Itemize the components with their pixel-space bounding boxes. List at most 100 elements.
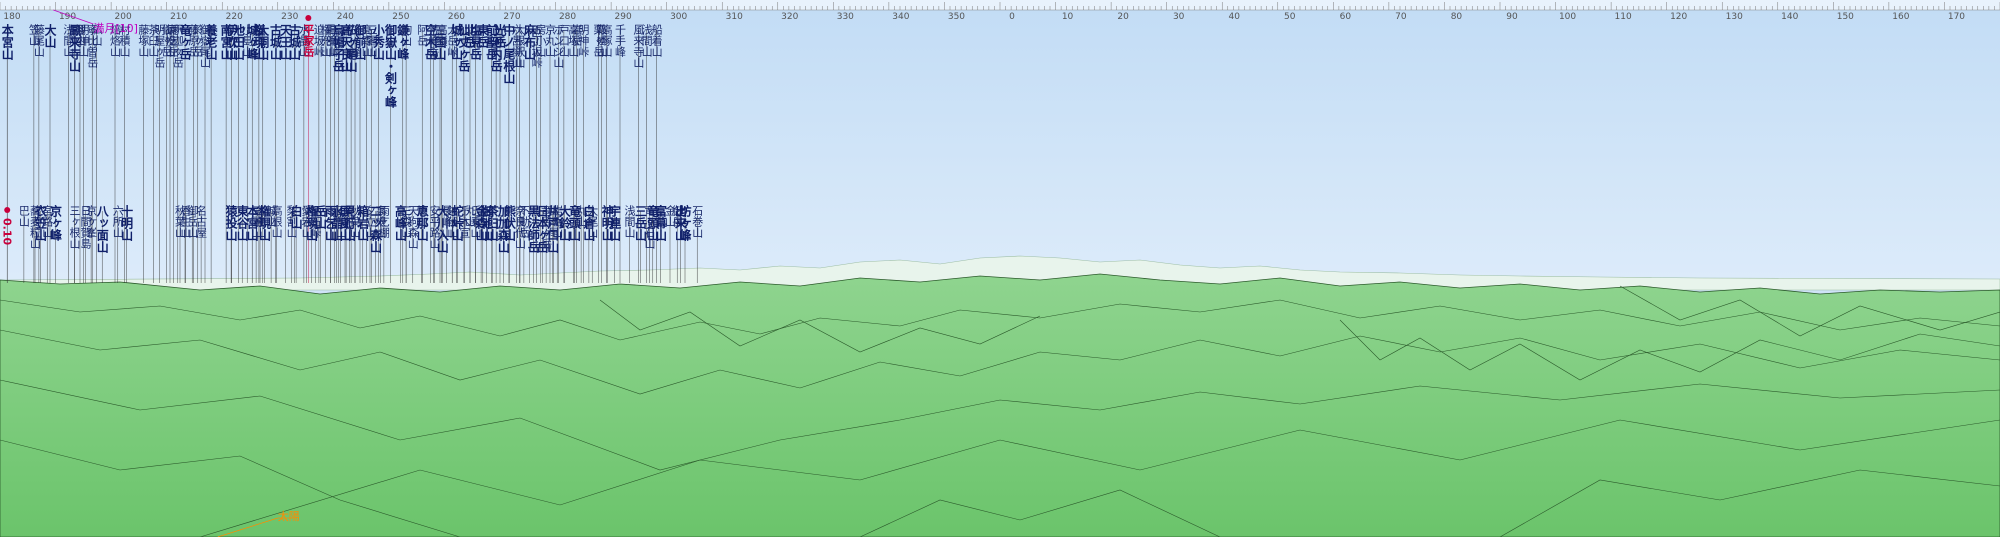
peak-label[interactable]: 笹ヶ峰 xyxy=(349,24,362,57)
peak-label[interactable]: 衣笠山 xyxy=(34,204,48,242)
peak-label[interactable]: 蕎麦粒山 xyxy=(29,205,42,249)
peak-label[interactable]: 五丁坂峠 xyxy=(530,24,543,69)
peak-label[interactable]: 城山 xyxy=(265,205,278,227)
peak-label[interactable]: 仙丈ヶ岳 xyxy=(457,23,471,73)
peak-label[interactable]: 井戸口山 xyxy=(546,204,560,254)
peak-label[interactable]: 小秀山 xyxy=(371,23,385,61)
peak-label[interactable]: 金山 xyxy=(664,204,677,227)
peak-label[interactable]: 戸口山 xyxy=(557,24,570,57)
peak-label[interactable]: 岩岳山 xyxy=(551,204,564,238)
peak-label[interactable]: 黒法師岳 xyxy=(526,205,540,254)
peak-label[interactable]: 阿岳 xyxy=(416,24,429,46)
peak-label[interactable]: 権現山 xyxy=(252,23,266,61)
peak-label[interactable]: 竜ヶ岳 xyxy=(178,23,192,61)
peak-label[interactable]: 房小山 xyxy=(534,24,547,57)
peak-label[interactable]: 茶臼山 xyxy=(485,204,499,242)
peak-label[interactable]: 鞍掛山 xyxy=(595,23,608,57)
peak-label[interactable]: 迫坂峠 xyxy=(312,23,325,58)
peak-label[interactable]: 船着山 xyxy=(650,23,663,57)
peak-label[interactable]: 焙烙山 xyxy=(109,23,122,57)
peak-label[interactable]: 寧比曽岳 xyxy=(86,23,99,68)
peak-label[interactable]: 水晶山 xyxy=(297,24,310,57)
peak-label[interactable]: 御嶽山・剣ヶ峰 xyxy=(384,23,398,109)
peak-label[interactable]: 本宮山 xyxy=(245,204,259,242)
peak-label[interactable]: 浅間山 xyxy=(640,24,653,57)
peak-label[interactable]: 六所山 xyxy=(111,205,124,238)
peak-label[interactable]: 権兜山 xyxy=(319,23,332,57)
peak-label[interactable]: 竜頭山 xyxy=(567,204,581,242)
peak-label[interactable]: 本宮山 xyxy=(0,23,14,61)
peak-label[interactable]: 巴山 xyxy=(17,205,30,227)
peak-label[interactable]: 神明山 xyxy=(600,204,614,242)
peak-label[interactable]: 見行山 xyxy=(342,204,356,242)
peak-label[interactable]: 三国山 xyxy=(250,205,263,238)
peak-label[interactable]: 蛇峠山 xyxy=(450,204,464,242)
peak-label[interactable]: 熊伏山 xyxy=(502,204,516,242)
peak-label[interactable]: 天王山 xyxy=(279,24,293,61)
peak-label[interactable]: 浅間山 xyxy=(62,24,75,57)
peak-label[interactable]: 十明山 xyxy=(120,204,134,242)
peak-label[interactable]: 浅間山 xyxy=(623,205,636,238)
peak-label[interactable]: 高塚山 xyxy=(567,23,580,57)
peak-label[interactable]: 三国山 xyxy=(365,24,378,57)
peak-label[interactable]: 高塚山 xyxy=(600,23,613,57)
peak-label[interactable]: 大根沢山 xyxy=(513,23,526,68)
peak-label[interactable]: 小島山 xyxy=(241,24,254,57)
peak-label[interactable]: 鉢伏山 xyxy=(446,204,459,238)
peak-label[interactable]: 荒峰岳 xyxy=(427,24,440,57)
peak-label[interactable]: 八ッ面山 xyxy=(95,205,109,254)
peak-label[interactable]: 香生山 xyxy=(179,205,192,238)
peak-label[interactable]: 黒部山 xyxy=(324,24,337,57)
peak-label[interactable]: 鈴ヶ岳 xyxy=(191,23,204,57)
peak-label[interactable]: 高峰山 xyxy=(394,204,408,242)
peak-label[interactable]: 宮路山 xyxy=(41,204,54,238)
peak-label[interactable]: 城ヶ峰 xyxy=(245,23,259,61)
peak-label[interactable]: 御池山 xyxy=(480,204,494,242)
peak-label[interactable]: 加加森山 xyxy=(496,204,510,254)
peak-label[interactable]: 伊吹山 xyxy=(225,23,239,61)
peak-label[interactable]: 御嶽尾山 xyxy=(199,23,212,68)
peak-label[interactable]: 秋葉山 xyxy=(174,204,187,238)
peak-label[interactable]: 千木宣 xyxy=(458,205,471,238)
peak-label[interactable]: 麻布山 xyxy=(522,23,536,61)
peak-label[interactable]: 大岳峠 xyxy=(446,23,459,58)
peak-label[interactable]: 鎌ヶ峰 xyxy=(396,23,410,61)
peak-label[interactable]: 養老山 xyxy=(204,23,218,61)
peak-label[interactable]: 屏風山 xyxy=(338,205,352,242)
peak-label[interactable]: 南宮山 xyxy=(219,23,233,61)
peak-label[interactable]: 御前山 xyxy=(353,23,367,61)
peak-label[interactable]: 中ノ尾根山 xyxy=(502,23,516,85)
peak-label[interactable]: 奈良代山 xyxy=(514,204,527,249)
peak-label[interactable]: 棚山 xyxy=(74,23,87,46)
peak-label[interactable]: ボンジ山 xyxy=(552,24,565,68)
peak-label[interactable]: 茶臼山 xyxy=(147,24,160,57)
peak-label[interactable]: 塩見岳 xyxy=(469,23,483,61)
peak-label[interactable]: 田代山 xyxy=(334,205,347,238)
peak-label[interactable]: 権現山 xyxy=(257,204,271,242)
peak-label[interactable]: 古城山 xyxy=(287,23,301,61)
peak-label[interactable]: 明屋ヶ岳 xyxy=(153,24,166,68)
peak-label[interactable]: 夕立山 xyxy=(364,205,377,238)
peak-label[interactable]: 高根山 xyxy=(270,204,283,238)
peak-label[interactable]: 光岳 xyxy=(493,23,507,49)
peak-label[interactable]: 白山 xyxy=(289,204,303,230)
peak-label[interactable]: 大洞山 xyxy=(256,23,270,61)
peak-label[interactable]: 竜頭山 xyxy=(646,204,660,242)
peak-label[interactable]: 愛宕山 xyxy=(300,205,313,238)
peak-label[interactable]: 長峰山 xyxy=(440,205,453,238)
peak-label[interactable]: 猿投山 xyxy=(164,23,177,57)
peak-label[interactable]: 出来山 xyxy=(674,204,688,242)
peak-label[interactable]: 白倉山 xyxy=(582,204,596,242)
peak-label[interactable]: 京ヶ峯 xyxy=(85,204,98,239)
peak-label[interactable]: 烏帽子岳 xyxy=(331,23,345,73)
peak-label[interactable]: 三岳山 xyxy=(634,205,648,242)
peak-label[interactable]: 不動岳 xyxy=(517,205,530,238)
peak-label[interactable]: 藤塚山 xyxy=(137,24,150,57)
peak-label[interactable]: 天狗森山 xyxy=(406,205,419,249)
peak-label[interactable]: 北岳 xyxy=(463,23,477,49)
peak-label[interactable]: 箱岩山 xyxy=(356,204,370,242)
peak-label[interactable]: 東岳 xyxy=(476,23,490,49)
peak-label[interactable]: 駒山 xyxy=(400,24,413,46)
peak-label[interactable]: 六呂場山 xyxy=(510,24,523,68)
peak-label[interactable]: 名古屋 xyxy=(195,204,208,239)
